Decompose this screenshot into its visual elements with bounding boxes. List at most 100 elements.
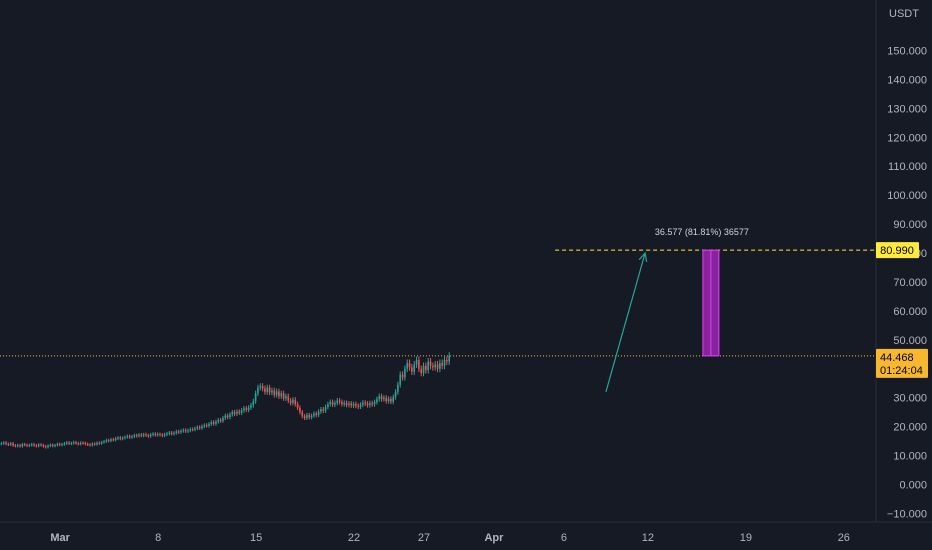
candle[interactable] bbox=[383, 395, 385, 402]
candle[interactable] bbox=[156, 432, 159, 437]
candle[interactable] bbox=[189, 427, 192, 433]
candle[interactable] bbox=[203, 423, 206, 429]
candle[interactable] bbox=[359, 402, 362, 410]
candle[interactable] bbox=[89, 443, 91, 447]
candle[interactable] bbox=[303, 414, 306, 421]
candle[interactable] bbox=[63, 441, 66, 446]
candle[interactable] bbox=[313, 411, 315, 418]
candle[interactable] bbox=[448, 352, 451, 366]
candle[interactable] bbox=[131, 434, 133, 439]
candle[interactable] bbox=[215, 419, 217, 426]
candle[interactable] bbox=[366, 401, 369, 408]
candle[interactable] bbox=[145, 432, 147, 437]
candle[interactable] bbox=[0, 441, 3, 446]
candle[interactable] bbox=[187, 428, 189, 434]
candle[interactable] bbox=[194, 426, 196, 432]
candle[interactable] bbox=[236, 409, 238, 417]
candle[interactable] bbox=[33, 442, 35, 447]
candle[interactable] bbox=[350, 401, 353, 408]
candle[interactable] bbox=[119, 436, 122, 441]
price-axis[interactable]: USDT−10.0000.00010.00020.00030.00040.000… bbox=[875, 0, 927, 522]
candle[interactable] bbox=[285, 393, 287, 401]
candle[interactable] bbox=[152, 432, 154, 437]
candle[interactable] bbox=[126, 434, 129, 439]
candle[interactable] bbox=[387, 396, 390, 404]
candle[interactable] bbox=[352, 401, 355, 408]
candle[interactable] bbox=[245, 406, 248, 413]
candle[interactable] bbox=[191, 427, 194, 432]
candle[interactable] bbox=[196, 425, 199, 431]
candle[interactable] bbox=[70, 441, 73, 446]
projection-arrow[interactable] bbox=[605, 252, 646, 393]
candle[interactable] bbox=[5, 441, 7, 446]
candle[interactable] bbox=[257, 384, 259, 397]
candle[interactable] bbox=[355, 401, 357, 409]
candle[interactable] bbox=[292, 397, 294, 406]
candle[interactable] bbox=[371, 400, 374, 407]
candle[interactable] bbox=[96, 441, 98, 446]
candle[interactable] bbox=[177, 429, 180, 434]
candle[interactable] bbox=[7, 442, 10, 446]
candle[interactable] bbox=[163, 432, 166, 438]
candle[interactable] bbox=[289, 398, 292, 406]
candle[interactable] bbox=[432, 362, 434, 371]
candle[interactable] bbox=[79, 441, 82, 446]
candle[interactable] bbox=[264, 385, 266, 395]
candle[interactable] bbox=[259, 383, 262, 391]
candle[interactable] bbox=[84, 441, 87, 446]
candle[interactable] bbox=[47, 444, 49, 449]
candle[interactable] bbox=[408, 359, 411, 371]
candle[interactable] bbox=[103, 439, 105, 444]
candle[interactable] bbox=[294, 397, 297, 407]
candle[interactable] bbox=[124, 435, 126, 440]
candle[interactable] bbox=[28, 443, 31, 448]
candle[interactable] bbox=[222, 415, 224, 423]
candle[interactable] bbox=[254, 390, 257, 404]
candle[interactable] bbox=[369, 400, 371, 408]
candle[interactable] bbox=[2, 441, 5, 445]
candle[interactable] bbox=[233, 409, 236, 417]
candle[interactable] bbox=[114, 436, 117, 442]
candle[interactable] bbox=[275, 388, 278, 398]
candle[interactable] bbox=[247, 405, 250, 413]
candle[interactable] bbox=[266, 384, 269, 395]
candle[interactable] bbox=[21, 442, 24, 448]
candle[interactable] bbox=[86, 442, 89, 446]
candle[interactable] bbox=[268, 384, 271, 396]
candle[interactable] bbox=[240, 408, 243, 415]
candle[interactable] bbox=[198, 425, 201, 430]
candle[interactable] bbox=[9, 441, 12, 446]
candle[interactable] bbox=[210, 420, 213, 426]
candle[interactable] bbox=[310, 413, 313, 420]
candle[interactable] bbox=[271, 387, 273, 396]
candle[interactable] bbox=[105, 438, 108, 443]
candle[interactable] bbox=[149, 433, 152, 438]
candle[interactable] bbox=[142, 432, 145, 438]
candle[interactable] bbox=[128, 434, 131, 439]
candle[interactable] bbox=[212, 420, 215, 426]
candle[interactable] bbox=[378, 393, 381, 402]
candle[interactable] bbox=[357, 403, 360, 410]
candle[interactable] bbox=[26, 443, 28, 448]
candle[interactable] bbox=[427, 358, 430, 374]
candle[interactable] bbox=[117, 436, 119, 441]
candle[interactable] bbox=[273, 387, 276, 398]
candle[interactable] bbox=[362, 400, 364, 408]
candle[interactable] bbox=[418, 356, 420, 373]
candle[interactable] bbox=[306, 412, 308, 421]
candle[interactable] bbox=[154, 432, 157, 437]
candle[interactable] bbox=[170, 430, 173, 436]
candle[interactable] bbox=[373, 399, 376, 407]
candle[interactable] bbox=[252, 398, 255, 408]
candle[interactable] bbox=[399, 371, 402, 388]
candle[interactable] bbox=[173, 431, 175, 436]
candle[interactable] bbox=[65, 441, 68, 445]
candle[interactable] bbox=[68, 441, 70, 446]
candle[interactable] bbox=[159, 432, 161, 437]
candle[interactable] bbox=[229, 412, 231, 420]
candle[interactable] bbox=[422, 362, 425, 377]
candle[interactable] bbox=[147, 433, 150, 438]
candle[interactable] bbox=[390, 396, 392, 405]
candle[interactable] bbox=[37, 443, 40, 448]
candle[interactable] bbox=[138, 433, 140, 438]
